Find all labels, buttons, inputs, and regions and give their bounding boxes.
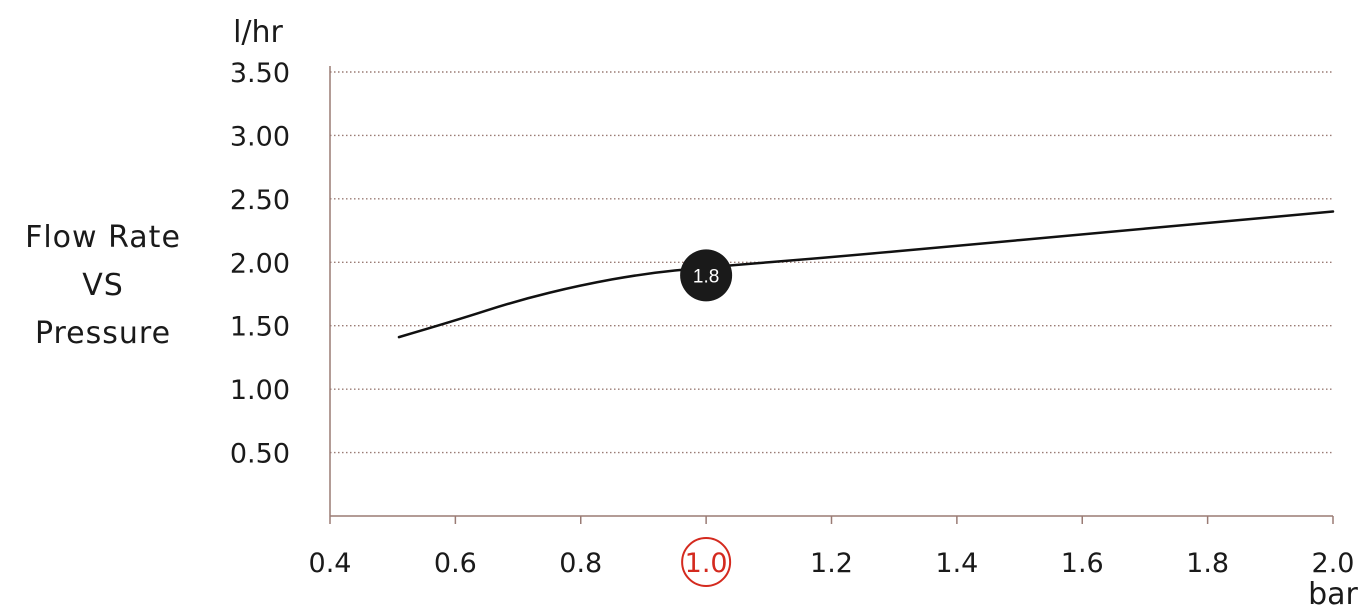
annotation-label: 1.8 (693, 266, 719, 287)
chart-side-title-line-1: Flow Rate (25, 220, 181, 255)
y-tick-label: 3.50 (230, 58, 290, 89)
grid-layer (330, 71, 1333, 454)
y-tick-label: 1.50 (230, 312, 290, 343)
y-tick-label: 1.00 (230, 375, 290, 406)
x-tick-label: 0.6 (434, 548, 477, 579)
label-layer: 0.50 1.00 1.50 2.00 2.50 3.00 3.50 0.4 0.6 0.8 1.0… (230, 15, 1359, 612)
x-tick-label-highlighted: 1.0 (685, 548, 728, 579)
series-line (397, 210, 1335, 339)
x-tick-label: 1.2 (810, 548, 853, 579)
highlight-circle (681, 537, 732, 587)
x-tick-label: 1.8 (1186, 548, 1229, 579)
y-tick-label: 0.50 (230, 439, 290, 470)
chart-side-title-line-2: VS (82, 268, 124, 303)
annotation-marker (680, 249, 733, 302)
x-axis-unit-label: bar (1308, 577, 1358, 612)
y-tick-label: 2.50 (230, 185, 290, 216)
x-tick-label: 1.6 (1061, 548, 1104, 579)
y-tick-label: 3.00 (230, 121, 290, 152)
series-layer (397, 210, 1335, 339)
x-tick-label: 2.0 (1312, 548, 1355, 579)
x-tick-label: 0.4 (309, 548, 352, 579)
y-tick-label: 2.00 (230, 248, 290, 279)
axis-layer (329, 66, 1334, 524)
y-axis-unit-label: l/hr (233, 15, 283, 50)
x-tick-label: 1.4 (935, 548, 978, 579)
x-tick-label: 0.8 (559, 548, 602, 579)
chart-side-title-line-3: Pressure (34, 316, 172, 351)
